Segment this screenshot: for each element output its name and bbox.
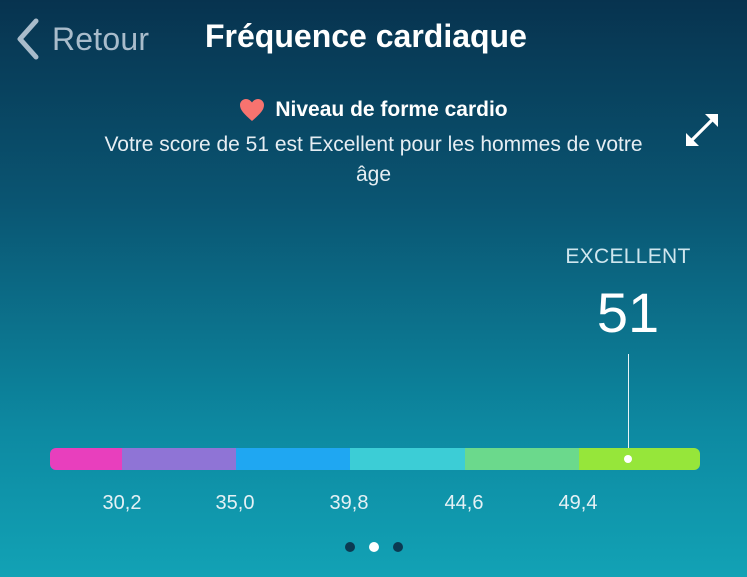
page-dot[interactable] xyxy=(392,542,403,552)
cardio-info-title: Niveau de forme cardio xyxy=(275,98,508,121)
scale-tick-label: 44,6 xyxy=(444,492,484,514)
score-marker-line xyxy=(628,354,629,460)
scale-segment xyxy=(350,448,465,470)
chevron-left-icon xyxy=(17,18,39,60)
scale-segment xyxy=(50,448,122,470)
back-label: Retour xyxy=(52,20,150,57)
expand-arrows-icon[interactable] xyxy=(684,112,720,148)
scale-segment xyxy=(464,448,580,470)
page-dot[interactable] xyxy=(368,542,379,552)
scale-segment xyxy=(121,448,236,470)
scale-tick-label: 35,0 xyxy=(215,492,255,514)
score-category: EXCELLENT xyxy=(565,245,691,268)
score-marker-dot xyxy=(624,455,632,463)
page-indicator xyxy=(0,542,747,552)
page-dot[interactable] xyxy=(344,542,355,552)
scale-tick-label: 30,2 xyxy=(102,492,142,514)
score-value: 51 xyxy=(596,281,660,344)
back-button[interactable]: Retour xyxy=(14,17,149,61)
scale-tick-label: 39,8 xyxy=(329,492,369,514)
page-title: Fréquence cardiaque xyxy=(205,18,527,54)
cardio-info-header: Niveau de forme cardio xyxy=(0,96,747,124)
cardio-info: Niveau de forme cardio Votre score de 51… xyxy=(0,96,747,190)
scale-segment xyxy=(579,448,700,470)
navigation-bar: Retour Fréquence cardiaque xyxy=(0,0,747,78)
scale-segment xyxy=(235,448,351,470)
cardio-info-text: Votre score de 51 est Excellent pour les… xyxy=(104,133,643,186)
fitness-scale-bar xyxy=(50,448,700,470)
scale-tick-label: 49,4 xyxy=(558,492,598,514)
heart-icon xyxy=(240,99,265,121)
